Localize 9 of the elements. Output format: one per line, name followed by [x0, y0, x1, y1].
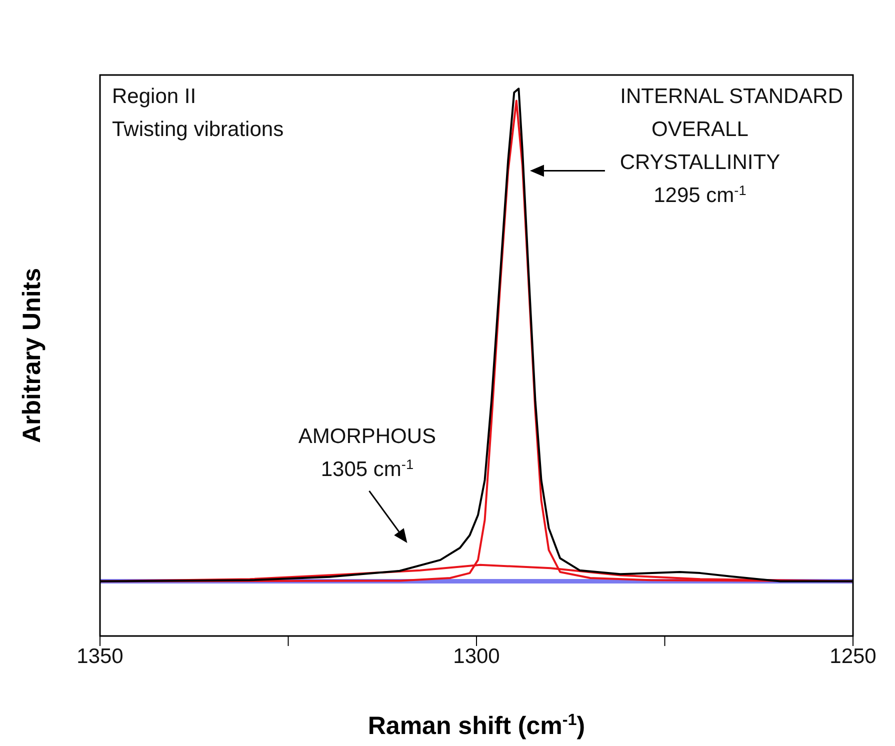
annotation: INTERNAL STANDARD — [620, 85, 843, 108]
x-axis-title: Raman shift (cm$^{-1}$) — [368, 711, 586, 740]
x-tick-label: 1250 — [830, 644, 876, 668]
annotation: AMORPHOUS 1305 cm$^{-1}$ — [298, 424, 436, 481]
x-tick-label: 1300 — [453, 644, 500, 668]
annotation: OVERALL CRYSTALLINITY 1295 cm$^{-1}$ — [620, 118, 780, 207]
y-axis-title: Arbitrary Units — [18, 268, 46, 444]
x-tick-label: 1350 — [76, 644, 124, 668]
annotation: Region II Twisting vibrations — [112, 85, 284, 141]
